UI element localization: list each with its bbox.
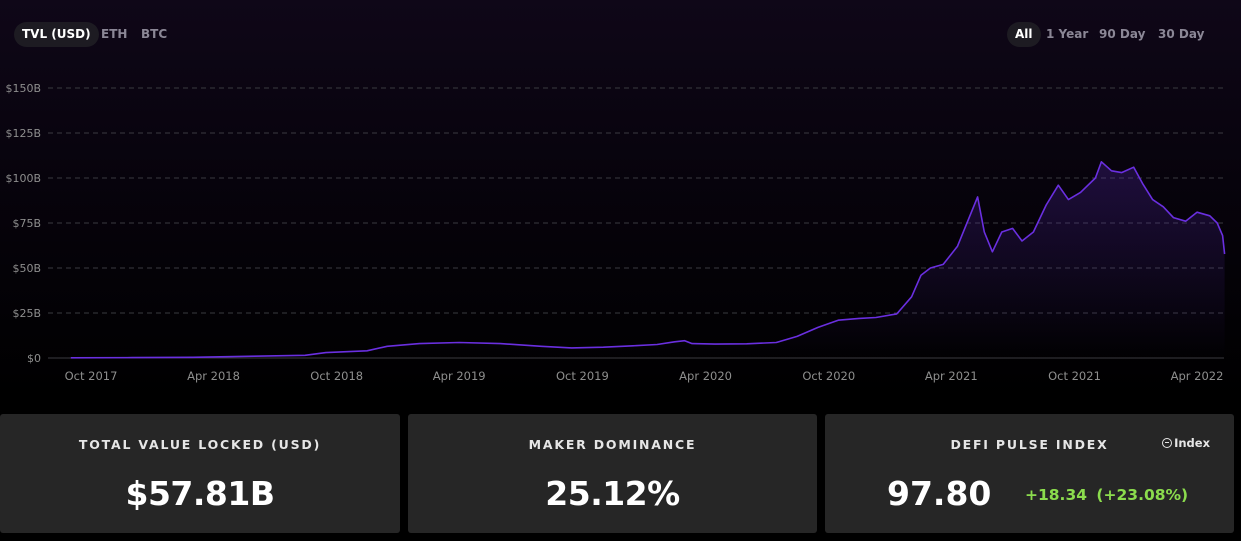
y-tick-label: $50B — [12, 262, 41, 275]
index-change-percent: (+23.08%) — [1096, 486, 1189, 504]
tab-tvl-usd[interactable]: TVL (USD) — [14, 22, 99, 47]
x-tick-label: Apr 2019 — [433, 369, 486, 383]
tab-btc[interactable]: BTC — [141, 27, 168, 41]
y-tick-label: $125B — [5, 127, 41, 140]
y-tick-label: $150B — [5, 82, 41, 95]
x-tick-label: Apr 2018 — [187, 369, 240, 383]
x-tick-label: Oct 2020 — [802, 369, 855, 383]
y-tick-label: $75B — [12, 217, 41, 230]
x-tick-label: Oct 2018 — [310, 369, 363, 383]
defi-pulse-index-card: DEFI PULSE INDEX Index 97.80 +18.34 (+23… — [825, 414, 1234, 533]
range-30-day-button[interactable]: 30 Day — [1158, 27, 1205, 41]
x-tick-label: Oct 2017 — [65, 369, 118, 383]
index-badge-label: Index — [1174, 436, 1210, 450]
defi-pulse-index-value: 97.80 — [887, 474, 992, 513]
total-value-locked-card: TOTAL VALUE LOCKED (USD) $57.81B — [0, 414, 400, 533]
chart-panel: TVL (USD) ETH BTC All 1 Year 90 Day 30 D… — [0, 0, 1241, 400]
index-change: +18.34 (+23.08%) — [1025, 486, 1188, 504]
y-tick-label: $0 — [27, 352, 41, 365]
card-label: TOTAL VALUE LOCKED (USD) — [78, 437, 322, 452]
y-tick-label: $100B — [5, 172, 41, 185]
x-tick-label: Apr 2020 — [679, 369, 732, 383]
x-tick-label: Oct 2019 — [556, 369, 609, 383]
tvl-area — [70, 161, 1225, 358]
x-tick-label: Apr 2021 — [925, 369, 978, 383]
index-badge[interactable]: Index — [1162, 436, 1210, 450]
range-1-year-button[interactable]: 1 Year — [1046, 27, 1089, 41]
maker-dominance-value: 25.12% — [545, 474, 680, 513]
tab-eth[interactable]: ETH — [101, 27, 128, 41]
tvl-chart: $0 $25B $50B $75B $100B $125B $150B Oct 2017 Ap… — [5, 82, 1226, 383]
index-logo-icon — [1162, 438, 1173, 448]
range-90-day-button[interactable]: 90 Day — [1099, 27, 1146, 41]
maker-dominance-card: MAKER DOMINANCE 25.12% — [408, 414, 817, 533]
y-tick-label: $25B — [12, 307, 41, 320]
x-tick-label: Apr 2022 — [1171, 369, 1224, 383]
x-tick-label: Oct 2021 — [1048, 369, 1101, 383]
total-value-locked-value: $57.81B — [125, 474, 276, 513]
range-all-button[interactable]: All — [1007, 22, 1041, 47]
tvl-series-line — [70, 161, 1226, 359]
index-change-value: +18.34 — [1025, 486, 1088, 504]
card-label: MAKER DOMINANCE — [528, 437, 697, 452]
card-label: DEFI PULSE INDEX — [950, 437, 1109, 452]
